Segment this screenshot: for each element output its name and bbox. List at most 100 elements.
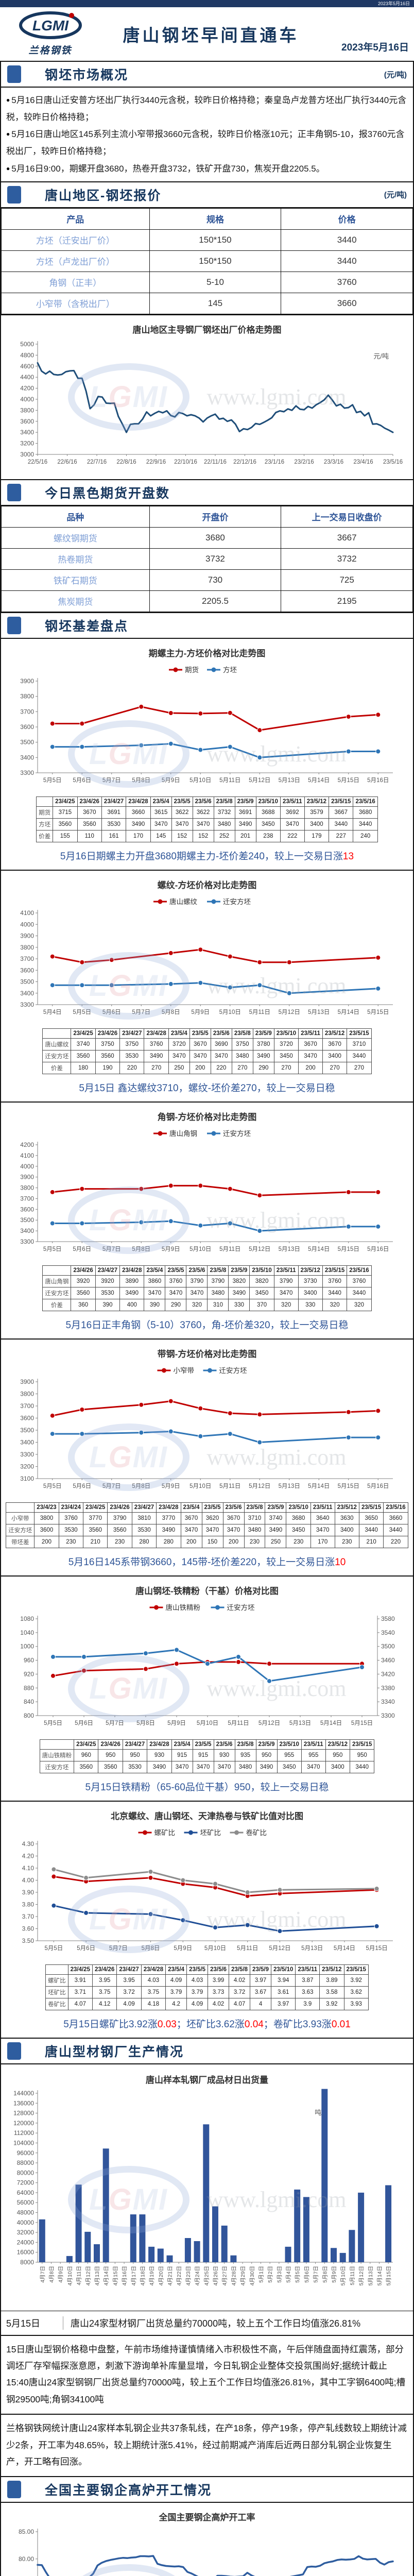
svg-text:螺纹-方坯价格对比走势图: 螺纹-方坯价格对比走势图 [158, 880, 257, 890]
svg-text:3.70: 3.70 [22, 1913, 34, 1920]
billet-quotes-table: 产品 规格 价格 方坯（迁安出厂价） 150*150 3440 方坯（卢龙出厂价） 150*1… [1, 208, 413, 314]
rebar-futures-vs-billet-chart: 期螺主力-方坯价格对比走势图 3300 3400 3500 3600 3700 3800 39… [20, 648, 393, 784]
table-row: 螺纹钢期货 3680 3667 [1, 527, 413, 549]
table-cell: 螺纹钢期货 [1, 527, 150, 549]
svg-text:3600: 3600 [20, 1414, 34, 1421]
svg-text:22/9/16: 22/9/16 [146, 459, 166, 465]
svg-text:4.00: 4.00 [22, 1876, 34, 1884]
svg-text:5月12日: 5月12日 [269, 1945, 290, 1952]
top-bar-date: 2023年5月16日 [377, 1, 410, 6]
svg-text:88000: 88000 [17, 2159, 34, 2166]
svg-text:迁安方坯: 迁安方坯 [219, 1367, 247, 1375]
svg-text:4月27日: 4月27日 [222, 2266, 228, 2286]
svg-text:56000: 56000 [17, 2199, 34, 2206]
svg-text:3.60: 3.60 [22, 1925, 34, 1932]
svg-text:5月3日: 5月3日 [277, 2266, 283, 2283]
column-header: 上一交易日收盘价 [281, 505, 413, 528]
section-production: 唐山型材钢厂生产情况 [0, 2037, 414, 2064]
svg-text:5月9日: 5月9日 [191, 1009, 210, 1015]
svg-text:5月12日: 5月12日 [249, 777, 270, 784]
svg-text:800: 800 [24, 1712, 34, 1719]
svg-text:4800: 4800 [20, 351, 34, 359]
svg-text:5月5日: 5月5日 [44, 1945, 63, 1952]
svg-text:4.20: 4.20 [22, 1852, 34, 1859]
svg-text:5月10日: 5月10日 [197, 1720, 218, 1726]
svg-text:5月8日: 5月8日 [322, 2266, 328, 2283]
table-row: 焦炭期货 2205.5 2195 [1, 590, 413, 612]
svg-text:小窄带: 小窄带 [174, 1366, 195, 1375]
svg-text:3600: 3600 [20, 723, 34, 731]
rolling-lines-paragraph: 兰格钢铁网统计唐山24家样本轧钢企业共37条轧线，在产18条，停产19条，停产轧… [1, 2415, 413, 2476]
svg-text:北京螺纹、唐山钢坯、天津热卷与铁矿比值对比图: 北京螺纹、唐山钢坯、天津热卷与铁矿比值对比图 [111, 1811, 303, 1821]
svg-text:3300: 3300 [20, 769, 34, 776]
table-cell: 铁矿石期货 [1, 569, 150, 591]
chart-data-table: 23/4/23 23/4/24 23/4/25 23/4/26 23/4/27 23/4/… [6, 1502, 408, 1548]
svg-text:72000: 72000 [17, 2179, 34, 2186]
svg-text:螺矿比: 螺矿比 [154, 1829, 176, 1837]
svg-text:5月11日: 5月11日 [249, 1009, 270, 1015]
svg-text:3400: 3400 [20, 1438, 34, 1446]
svg-text:112000: 112000 [14, 2129, 34, 2137]
svg-text:96000: 96000 [17, 2149, 34, 2156]
table-cell: 2205.5 [149, 590, 282, 612]
svg-text:32000: 32000 [17, 2229, 34, 2236]
svg-text:5月13日: 5月13日 [279, 777, 300, 784]
svg-text:3700: 3700 [20, 708, 34, 715]
svg-text:带钢-方坯价格对比走势图: 带钢-方坯价格对比走势图 [158, 1349, 257, 1359]
futures-vs-billet-chart-box: 期螺主力-方坯价格对比走势图 3300 3400 3500 3600 3700 3800 39… [0, 637, 414, 871]
billet-quotes-block: 产品 规格 价格 方坯（迁安出厂价） 150*150 3440 方坯（卢龙出厂价） 150*1… [0, 207, 414, 315]
svg-text:4月9日: 4月9日 [58, 2266, 64, 2283]
table-cell: 730 [149, 569, 282, 591]
svg-text:5月6日: 5月6日 [75, 1720, 93, 1726]
svg-text:4月12日: 4月12日 [85, 2266, 91, 2286]
svg-text:3300: 3300 [20, 1001, 34, 1008]
column-header: 品种 [1, 505, 150, 528]
svg-text:5月9日: 5月9日 [174, 1945, 192, 1952]
billet-vs-concentrate-chart-box: 唐山钢坯-铁精粉（干基）价格对比图 800 840 880 920 960 1000 1040… [0, 1575, 414, 1802]
svg-text:5月12日: 5月12日 [258, 1720, 280, 1726]
svg-text:5月8日: 5月8日 [162, 1009, 180, 1015]
table-cell: 3760 [281, 271, 413, 293]
svg-text:5月8日: 5月8日 [132, 1483, 150, 1489]
svg-text:4000: 4000 [20, 1162, 34, 1170]
table-row: 铁矿石期货 730 725 [1, 569, 413, 591]
svg-text:5月10日: 5月10日 [204, 1945, 226, 1952]
daily-shipment-chart-box: 唐山样本轧钢厂成品材日出货量 8000 16000 24000 32000 40000 48… [0, 2063, 414, 2336]
page-title: 唐山钢坯早间直通车 [123, 26, 299, 45]
masthead: LGMI 兰格钢铁 唐山钢坯早间直通车 2023年5月16日 [0, 7, 414, 62]
svg-text:80.00: 80.00 [19, 2555, 34, 2563]
svg-text:5月15日: 5月15日 [351, 1720, 373, 1726]
svg-text:4月26日: 4月26日 [213, 2266, 219, 2286]
svg-text:5月8日: 5月8日 [136, 1720, 155, 1726]
svg-text:22/7/16: 22/7/16 [87, 459, 107, 465]
table-cell: 热卷期货 [1, 548, 150, 570]
chart-caption: 5月15日 鑫达螺纹3710，螺纹-坯价差270，较上一交易日稳 [79, 1082, 335, 1094]
svg-text:3500: 3500 [20, 738, 34, 745]
svg-text:5月12日: 5月12日 [358, 2266, 365, 2286]
svg-text:4月24日: 4月24日 [195, 2266, 201, 2286]
svg-text:23/5/16: 23/5/16 [383, 459, 403, 465]
svg-text:3900: 3900 [20, 1173, 34, 1180]
svg-text:22/10/16: 22/10/16 [174, 459, 197, 465]
svg-text:5月14日: 5月14日 [334, 1945, 355, 1952]
svg-text:3380: 3380 [381, 1684, 395, 1691]
svg-text:5月9日: 5月9日 [162, 1246, 180, 1252]
svg-text:5月11日: 5月11日 [219, 1483, 240, 1489]
chart-data-table: 23/4/25 23/4/26 23/4/27 23/4/28 23/5/4 23/5/5… [45, 1964, 369, 2010]
lgmi-logo-icon: LGMI [19, 11, 82, 39]
svg-text:3800: 3800 [20, 1390, 34, 1397]
overview-bullets: 5月16日唐山迁安普方坯出厂执行3440元含税，较昨日价格持稳；秦皇岛卢龙普方坯… [1, 88, 413, 181]
svg-text:4月8日: 4月8日 [49, 2266, 55, 2283]
svg-text:1000: 1000 [20, 1642, 34, 1650]
svg-text:5月6日: 5月6日 [102, 1009, 121, 1015]
svg-text:3900: 3900 [20, 932, 34, 939]
table-row: 方坯（迁安出厂价） 150*150 3440 [1, 229, 413, 251]
chart-caption: 5月16日145系带钢3660，145带-坯价差220，较上一交易日涨10 [68, 1556, 346, 1568]
svg-text:4600: 4600 [20, 363, 34, 370]
svg-text:5月15日: 5月15日 [386, 2266, 392, 2286]
svg-text:4月22日: 4月22日 [176, 2266, 182, 2286]
column-header: 产品 [1, 208, 150, 230]
chart-caption: 5月16日正丰角钢（5-10）3760，角-坯价差320，较上一交易日稳 [65, 1319, 349, 1331]
svg-text:85.00: 85.00 [19, 2528, 34, 2535]
svg-text:5月8日: 5月8日 [132, 1246, 150, 1252]
